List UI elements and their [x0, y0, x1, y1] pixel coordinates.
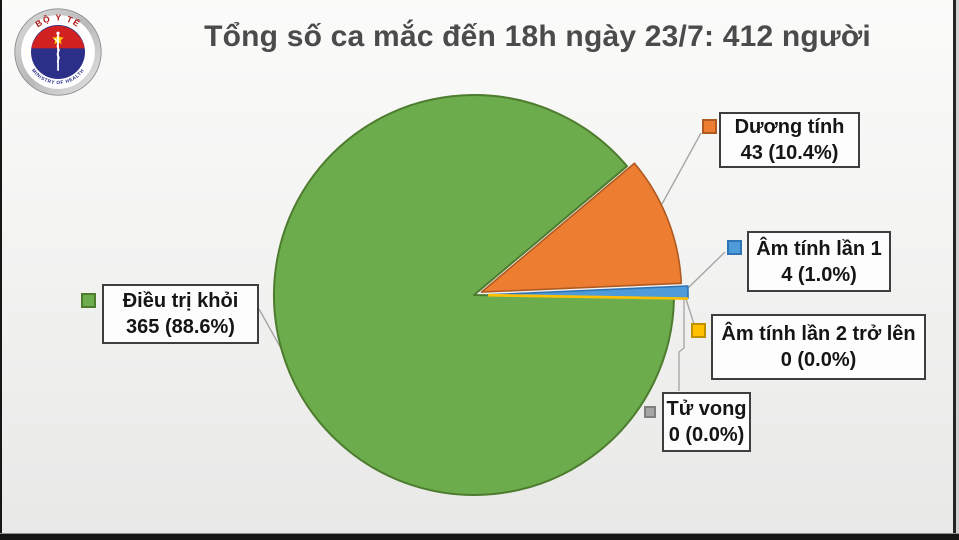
leader-am-tinh-lan-2	[685, 298, 695, 325]
callout-tu-vong-value: 0 (0.0%)	[668, 424, 745, 446]
callout-am-tinh-lan-1: Âm tính lần 1 4 (1.0%)	[747, 231, 891, 292]
legend-marker-tu-vong	[644, 406, 656, 418]
ministry-of-health-logo: BỘ Y TẾ MINISTRY OF HEALTH	[14, 8, 102, 96]
callout-duong-tinh-name: Dương tính	[734, 116, 845, 138]
leader-dieu-tri-khoi	[258, 308, 284, 353]
callout-tu-vong: Tử vong 0 (0.0%)	[662, 392, 751, 452]
callout-am-tinh-lan-2: Âm tính lần 2 trở lên 0 (0.0%)	[711, 314, 926, 380]
frame-right-edge-light	[956, 0, 959, 540]
chart-title: Tổng số ca mắc đến 18h ngày 23/7: 412 ng…	[204, 20, 871, 53]
leader-duong-tinh	[661, 132, 702, 205]
pie-slice-dieu-tri-khoi	[273, 94, 675, 496]
callout-dieu-tri-khoi-name: Điều trị khỏi	[122, 290, 239, 312]
frame-left-edge	[0, 0, 2, 540]
callout-am-tinh-lan-2-name: Âm tính lần 2 trở lên	[721, 323, 916, 345]
callout-am-tinh-lan-1-value: 4 (1.0%)	[781, 263, 857, 286]
logo-staff-top	[56, 31, 60, 35]
callout-tu-vong-name: Tử vong	[666, 398, 747, 420]
legend-marker-duong-tinh	[702, 119, 717, 134]
leader-am-tinh-lan-1	[687, 251, 726, 289]
callout-dieu-tri-khoi-value: 365 (88.6%)	[126, 316, 235, 338]
callout-duong-tinh-value: 43 (10.4%)	[740, 142, 839, 164]
legend-marker-am-tinh-lan-1	[727, 240, 742, 255]
callout-dieu-tri-khoi: Điều trị khỏi 365 (88.6%)	[102, 284, 259, 344]
callout-duong-tinh: Dương tính 43 (10.4%)	[719, 112, 860, 168]
logo-snake-icon	[54, 38, 60, 64]
leader-tu-vong	[678, 297, 685, 391]
callout-am-tinh-lan-2-value: 0 (0.0%)	[780, 349, 857, 371]
pie-slice-duong-tinh	[480, 162, 683, 293]
frame-bottom-bar	[0, 533, 959, 540]
frame-right-edge-dark	[953, 0, 956, 540]
callout-am-tinh-lan-1-name: Âm tính lần 1	[756, 237, 882, 260]
legend-marker-dieu-tri-khoi	[81, 293, 96, 308]
legend-marker-am-tinh-lan-2	[691, 323, 706, 338]
pie-slice-am-tinh-lan-2	[487, 293, 688, 300]
